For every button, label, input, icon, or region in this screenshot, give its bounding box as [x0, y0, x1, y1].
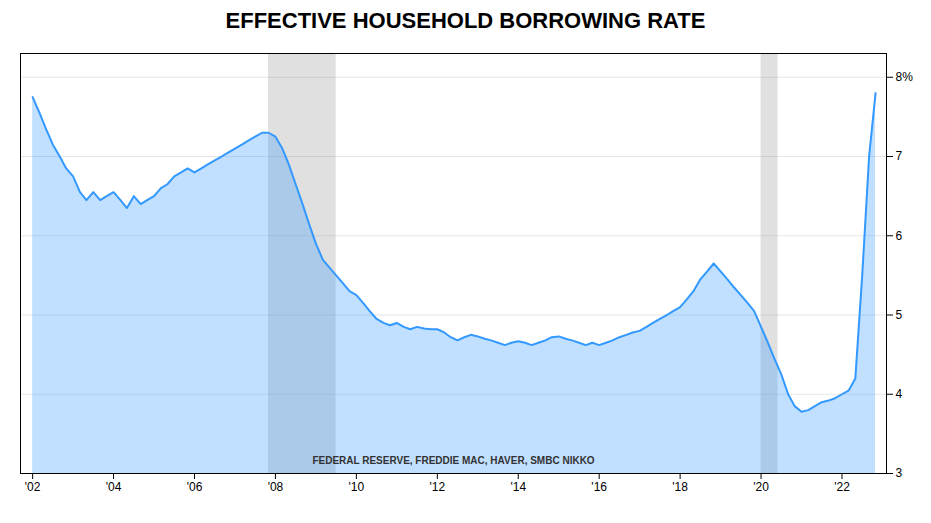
svg-text:6: 6	[896, 229, 903, 243]
svg-text:'08: '08	[268, 480, 284, 494]
svg-text:'02: '02	[25, 480, 41, 494]
svg-text:'04: '04	[106, 480, 122, 494]
svg-text:3: 3	[896, 466, 903, 480]
svg-text:'12: '12	[429, 480, 445, 494]
svg-text:8%: 8%	[896, 70, 914, 84]
svg-text:FEDERAL RESERVE, FREDDIE MAC,: FEDERAL RESERVE, FREDDIE MAC, HAVER, SMB…	[312, 455, 594, 466]
svg-text:7: 7	[896, 149, 903, 163]
svg-text:'20: '20	[753, 480, 769, 494]
svg-text:'10: '10	[349, 480, 365, 494]
svg-text:5: 5	[896, 308, 903, 322]
svg-text:'22: '22	[834, 480, 850, 494]
svg-text:'16: '16	[591, 480, 607, 494]
svg-text:'14: '14	[510, 480, 526, 494]
svg-text:'06: '06	[187, 480, 203, 494]
svg-text:4: 4	[896, 387, 903, 401]
html-text:EFFECTIVE HOUSEHOLD BORROWING: EFFECTIVE HOUSEHOLD BORROWING RATE	[225, 8, 706, 33]
svg-text:'18: '18	[672, 480, 688, 494]
